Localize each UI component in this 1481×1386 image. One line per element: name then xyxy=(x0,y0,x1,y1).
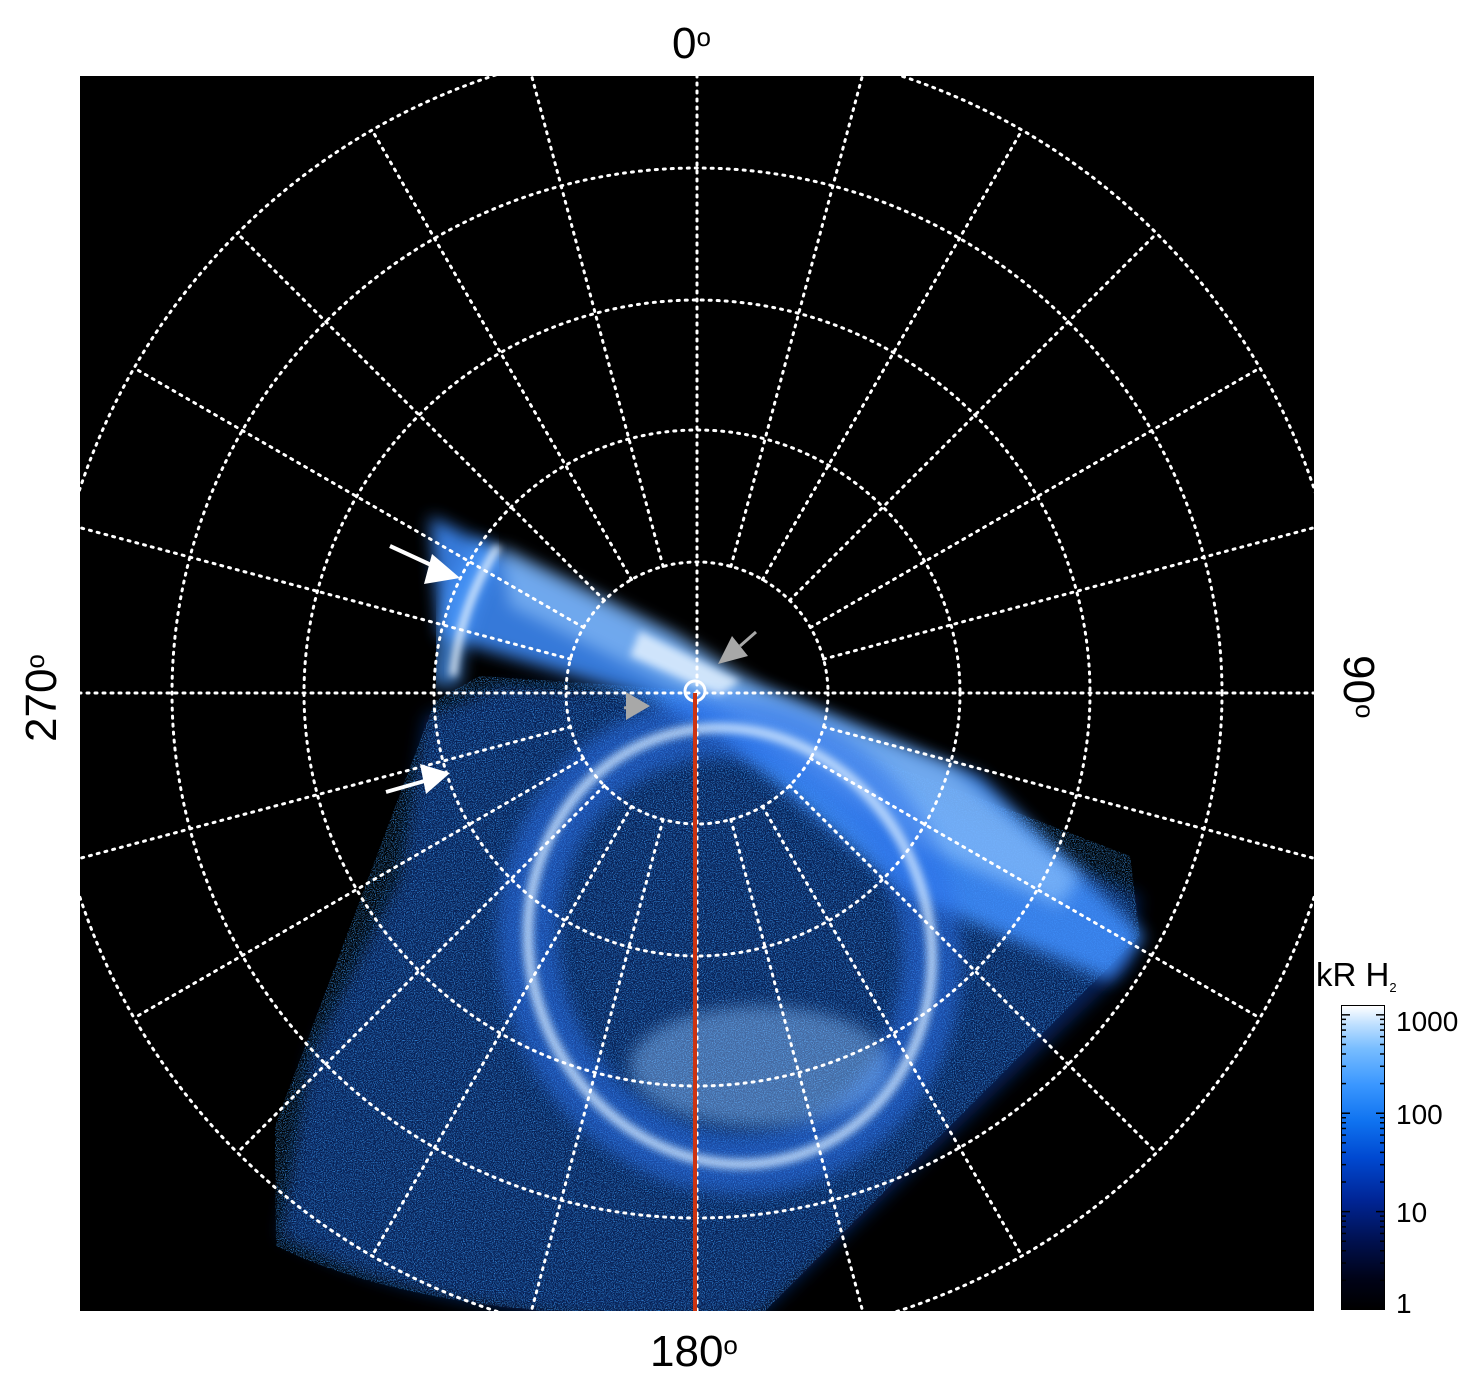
longitude-line xyxy=(822,725,1314,860)
aurora-image xyxy=(80,76,1314,1311)
lat-lon-grid xyxy=(80,76,1314,1311)
longitude-line xyxy=(761,128,1024,582)
colorbar-label-1000: 1000 xyxy=(1396,1006,1459,1037)
longitude-line xyxy=(370,128,633,582)
longitude-line xyxy=(529,818,665,1311)
longitude-line xyxy=(132,366,586,629)
longitude-line xyxy=(80,526,572,661)
longitude-line xyxy=(808,366,1262,629)
axis-label-180-degrees: 180o xyxy=(650,1327,738,1376)
colorbar-label-10: 10 xyxy=(1396,1197,1428,1228)
axis-label-0-degrees: 0o xyxy=(672,19,711,68)
longitude-line xyxy=(80,725,572,860)
longitude-line xyxy=(788,231,1159,602)
longitude-line xyxy=(808,757,1262,1020)
longitude-line xyxy=(235,231,606,602)
axis-label-270-degrees: 270o xyxy=(17,654,66,742)
colorbar-label-100: 100 xyxy=(1396,1099,1443,1130)
colorbar xyxy=(1341,1005,1385,1310)
longitude-line xyxy=(761,804,1024,1258)
longitude-line xyxy=(132,757,586,1020)
longitude-line xyxy=(729,76,864,568)
white-arrow-lower xyxy=(385,764,450,794)
longitude-line xyxy=(788,784,1159,1155)
longitude-line xyxy=(235,784,606,1155)
longitude-line xyxy=(729,818,865,1311)
grey-arrow-right xyxy=(718,630,757,664)
colorbar-label-1: 1 xyxy=(1396,1288,1412,1319)
axis-label-90-degrees: 90o xyxy=(1334,655,1383,719)
outer-arc-emission xyxy=(430,537,503,688)
longitude-line xyxy=(530,76,665,568)
grey-arrow-center xyxy=(623,692,650,720)
polar-projection-panel xyxy=(80,76,1314,1311)
colorbar-ticks xyxy=(1341,1014,1385,1310)
longitude-line xyxy=(822,526,1314,661)
white-arrow-upper xyxy=(389,544,460,584)
longitude-line xyxy=(370,804,633,1258)
colorbar-title: kR H2 xyxy=(1316,956,1397,995)
